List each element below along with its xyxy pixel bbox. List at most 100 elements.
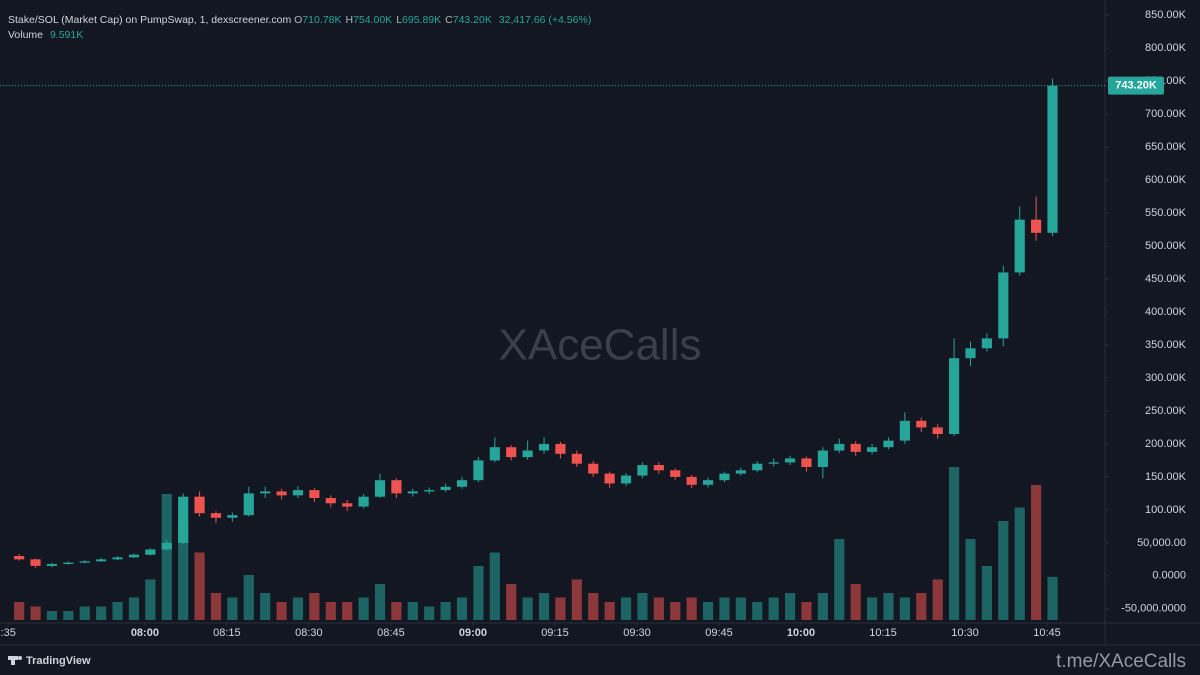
x-tick-label: 08:00: [131, 627, 159, 639]
candle-body: [670, 470, 681, 477]
y-tick-label: 400.00K: [1145, 306, 1187, 318]
volume-bar: [653, 597, 664, 620]
volume-bar: [145, 579, 156, 620]
y-tick-label: 0.0000: [1152, 570, 1186, 582]
candle-body: [358, 496, 369, 507]
candle-body: [571, 453, 582, 464]
candle-body: [949, 358, 960, 435]
x-tick-label: 08:30: [295, 627, 323, 639]
volume-bar: [46, 611, 58, 620]
candle-body: [309, 490, 320, 498]
y-tick-label: 100.00K: [1145, 504, 1187, 516]
volume-bar: [128, 597, 140, 620]
volume-bar: [63, 611, 74, 620]
last-price-label: 743.20K: [1115, 80, 1157, 92]
candle-body: [538, 443, 550, 451]
candle-body: [932, 427, 943, 435]
candle-body: [735, 470, 746, 474]
footer-link[interactable]: t.me/XAceCalls: [1056, 651, 1186, 672]
volume-bar: [506, 584, 517, 620]
ohlc-value: 695.89K: [402, 14, 442, 26]
y-tick-label: 250.00K: [1145, 405, 1187, 417]
candle-body: [801, 458, 812, 467]
candle-body: [899, 420, 910, 441]
y-tick-label: 500.00K: [1145, 240, 1187, 252]
candle-body: [555, 443, 566, 454]
last-price-box: [1108, 76, 1164, 95]
candle-body: [128, 554, 140, 558]
volume-bar: [670, 602, 681, 620]
legend: Stake/SOL (Market Cap) on PumpSwap, 1, d…: [8, 13, 595, 43]
candle-body: [194, 496, 205, 514]
ohlc-value: 754.00K: [353, 14, 393, 26]
volume-bar: [1047, 576, 1058, 620]
volume-bar: [440, 602, 451, 620]
candle-body: [850, 443, 861, 452]
y-tick-label: 350.00K: [1145, 339, 1187, 351]
candle-body: [784, 458, 796, 463]
candle-body: [260, 491, 271, 494]
watermark: XAceCalls: [499, 321, 702, 370]
candle-body: [719, 473, 730, 481]
brand[interactable]: TradingView: [26, 655, 91, 667]
candle-body: [440, 486, 451, 491]
volume-bar: [79, 606, 90, 620]
candle-body: [391, 480, 402, 494]
volume-bar: [391, 602, 402, 620]
y-tick-label: 700.00K: [1145, 108, 1187, 120]
candle-body: [965, 348, 976, 359]
volume-bar: [555, 597, 566, 620]
candle-body: [424, 490, 435, 492]
y-tick-label: 650.00K: [1145, 141, 1187, 153]
candle-body: [817, 450, 828, 467]
volume-bar: [834, 539, 845, 620]
x-tick-label: 10:00: [787, 627, 815, 639]
candle-body: [473, 460, 484, 481]
volume-bar: [374, 584, 386, 620]
volume-bar: [850, 584, 861, 620]
volume-bar: [817, 593, 828, 620]
candle-body: [752, 463, 763, 471]
x-tick-label: 09:15: [541, 627, 569, 639]
x-tick-label: 08:15: [213, 627, 241, 639]
candle-body: [522, 450, 533, 458]
ohlc-key: O: [294, 14, 303, 26]
ohlc: O710.78K H754.00K L695.89K C743.20K: [294, 14, 496, 26]
x-tick-label: 10:30: [951, 627, 979, 639]
candle-body: [325, 498, 336, 504]
volume-bar: [719, 597, 730, 620]
volume-bar: [1031, 485, 1042, 620]
symbol-title[interactable]: Stake/SOL (Market Cap) on PumpSwap, 1, d…: [8, 14, 292, 26]
ohlc-value: 743.20K: [452, 14, 492, 26]
volume-bar: [309, 593, 320, 620]
volume-bar: [14, 602, 25, 620]
candle-body: [112, 557, 123, 560]
candle-body: [916, 420, 927, 428]
volume-bar: [899, 597, 910, 620]
y-tick-label: -50,000.0000: [1121, 603, 1186, 615]
volume-bar: [620, 597, 632, 620]
candle-body: [456, 480, 468, 487]
volume-bar: [30, 606, 41, 620]
candle-body: [506, 447, 517, 458]
volume-bar: [227, 597, 238, 620]
volume-bar: [538, 593, 550, 620]
volume-bar: [424, 606, 435, 620]
candle-body: [686, 476, 697, 485]
volume-bar: [686, 597, 697, 620]
y-tick-label: 200.00K: [1145, 438, 1187, 450]
volume-bar: [604, 602, 615, 620]
candle-body: [620, 475, 632, 484]
candle-body: [637, 465, 648, 476]
y-tick-label: 50,000.00: [1137, 537, 1186, 549]
volume-bar: [112, 602, 123, 620]
volume-bar: [489, 552, 500, 620]
volume-bar: [243, 575, 254, 620]
volume-bar: [998, 521, 1009, 620]
candle-body: [178, 496, 189, 543]
volume-bar: [965, 539, 976, 620]
volume-bar: [588, 593, 599, 620]
legend-row: Stake/SOL (Market Cap) on PumpSwap, 1, d…: [8, 13, 595, 28]
candle-body: [342, 503, 353, 507]
